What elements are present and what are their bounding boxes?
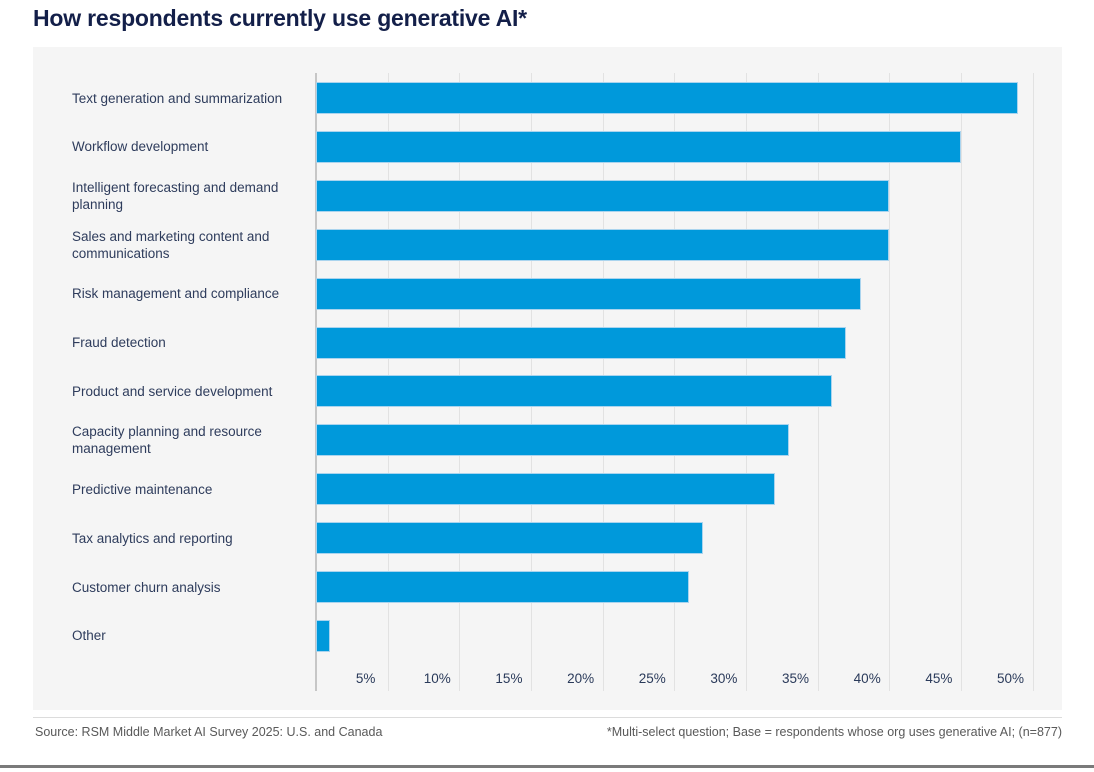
category-label: Risk management and compliance — [72, 286, 280, 302]
x-tick-label: 50% — [996, 671, 1025, 686]
bar — [316, 228, 890, 261]
bar — [316, 375, 832, 408]
category-label: Fraud detection — [72, 335, 166, 350]
bar — [316, 277, 861, 310]
category-label: Capacity planning and resource managemen… — [72, 424, 262, 457]
bar — [316, 179, 890, 212]
bar — [316, 326, 847, 359]
gridline — [960, 73, 962, 691]
x-tick-label: 25% — [638, 671, 666, 686]
category-label: Workflow development — [72, 139, 209, 155]
category-label: Text generation and summarization — [72, 90, 283, 106]
bar — [316, 522, 703, 555]
category-label: Intelligent forecasting and demand plann… — [72, 179, 279, 212]
category-label: Tax analytics and reporting — [72, 530, 233, 546]
bottom-rule — [0, 765, 1094, 768]
category-label: Predictive maintenance — [72, 481, 213, 497]
x-tick-label: 40% — [853, 671, 881, 686]
footer-source: Source: RSM Middle Market AI Survey 2025… — [35, 725, 383, 739]
gridline — [1032, 73, 1034, 691]
bar — [316, 473, 775, 506]
bar — [316, 424, 789, 457]
bar — [316, 571, 689, 603]
gridline — [889, 73, 891, 691]
x-tick-label: 20% — [567, 671, 595, 686]
chart-panel: 5% 10% 15% 20% 25% 30% 35% 40% 45% 50% Text genera… — [33, 47, 1062, 710]
category-label: Product and service development — [72, 383, 273, 399]
category-label: Customer churn analysis — [72, 579, 221, 595]
x-tick-label: 15% — [495, 671, 523, 686]
footer-note: *Multi-select question; Base = responden… — [606, 725, 1062, 739]
x-tick-label: 30% — [710, 671, 738, 686]
x-tick-label: 45% — [925, 671, 953, 686]
footer-divider — [33, 717, 1062, 718]
bar — [316, 130, 961, 163]
x-tick-label: 10% — [423, 671, 451, 686]
x-tick-label: 35% — [782, 671, 810, 686]
bar — [316, 619, 331, 652]
bar — [316, 82, 1019, 114]
x-tick-label: 5% — [355, 671, 376, 686]
category-label: Sales and marketing content and communic… — [72, 228, 270, 261]
category-label: Other — [72, 628, 106, 644]
chart-title: How respondents currently use generative… — [33, 5, 527, 31]
